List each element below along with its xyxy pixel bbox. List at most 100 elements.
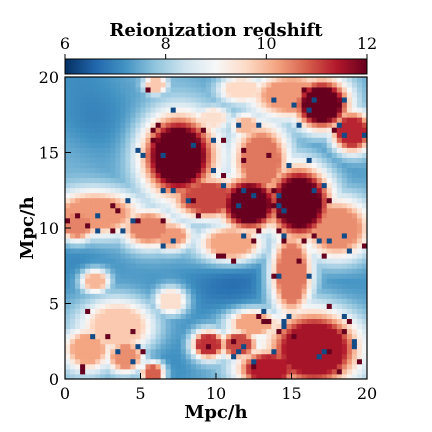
redshift-cell [246,92,252,98]
redshift-cell [95,157,101,163]
redshift-cell [115,182,121,189]
redshift-cell [251,77,257,83]
redshift-cell [311,363,318,370]
redshift-cell [100,228,106,234]
redshift-cell [311,127,318,133]
redshift-cell [170,373,177,379]
redshift-cell [266,162,272,168]
redshift-cell [135,298,141,304]
redshift-cell [311,167,318,174]
redshift-cell [180,323,187,330]
redshift-cell [216,228,222,234]
redshift-cell [226,177,232,184]
redshift-cell [351,368,358,375]
redshift-cell [216,308,222,314]
redshift-cell [326,233,333,239]
redshift-cell [251,278,257,284]
redshift-cell [65,288,71,294]
redshift-cell [311,268,318,274]
redshift-cell [95,308,101,314]
redshift-cell [150,212,156,219]
redshift-cell [190,182,197,189]
redshift-cell [291,182,297,189]
redshift-cell [321,117,328,123]
redshift-cell [120,328,126,335]
redshift-cell [150,147,156,153]
redshift-cell [205,222,212,229]
redshift-cell [90,147,96,153]
redshift-cell [341,207,348,214]
redshift-cell [100,348,106,355]
redshift-cell [95,368,101,375]
redshift-cell [100,117,106,123]
redshift-cell [306,278,313,284]
redshift-cell [210,187,217,194]
redshift-cell [231,167,237,174]
redshift-cell [130,328,136,335]
redshift-cell [341,288,348,294]
redshift-cell [236,147,242,153]
redshift-cell [276,122,282,128]
redshift-cell [70,177,76,184]
redshift-cell [205,207,212,214]
redshift-cell [80,258,86,264]
redshift-cell [70,278,76,284]
redshift-cell [135,187,141,194]
redshift-cell [336,288,343,294]
redshift-cell [170,112,177,118]
redshift-cell [341,127,348,133]
redshift-cell [155,353,162,360]
redshift-cell [261,172,267,179]
redshift-cell [95,323,101,330]
redshift-cell [105,222,111,229]
redshift-cell [95,142,101,148]
redshift-cell [341,363,348,370]
redshift-cell [351,323,358,330]
redshift-cell [185,207,192,214]
redshift-cell [316,328,323,335]
redshift-cell [190,217,197,224]
redshift-cell [336,233,343,239]
redshift-cell [216,137,222,143]
redshift-cell [115,353,121,360]
redshift-cell [205,172,212,179]
redshift-cell [135,102,141,108]
redshift-cell [160,343,167,350]
redshift-cell [291,107,297,113]
redshift-cell [205,77,212,83]
redshift-cell [281,77,287,83]
redshift-cell [271,358,277,365]
redshift-cell [120,112,126,118]
redshift-cell [226,348,232,355]
redshift-cell [145,298,151,304]
redshift-cell [195,283,202,289]
redshift-cell [85,333,91,340]
redshift-cell [256,353,262,360]
redshift-cell [205,127,212,133]
redshift-cell [160,373,167,379]
redshift-cell [286,268,292,274]
redshift-cell [190,92,197,98]
redshift-cell [165,162,172,168]
redshift-cell [226,117,232,123]
redshift-cell [346,268,353,274]
redshift-cell [165,177,172,184]
redshift-cell [160,212,167,219]
redshift-cell [251,313,257,319]
redshift-cell [341,192,348,199]
redshift-cell [115,288,121,294]
redshift-cell [100,202,106,209]
redshift-cell [331,288,338,294]
redshift-cell [210,147,217,153]
redshift-cell [286,363,292,370]
redshift-cell [216,127,222,133]
redshift-cell [150,162,156,168]
redshift-cell [190,107,197,113]
redshift-cell [130,107,136,113]
redshift-cell [306,248,313,254]
redshift-cell [120,278,126,284]
redshift-cell [326,102,333,108]
redshift-cell [120,162,126,168]
redshift-cell [80,303,86,309]
redshift-cell [341,313,348,319]
